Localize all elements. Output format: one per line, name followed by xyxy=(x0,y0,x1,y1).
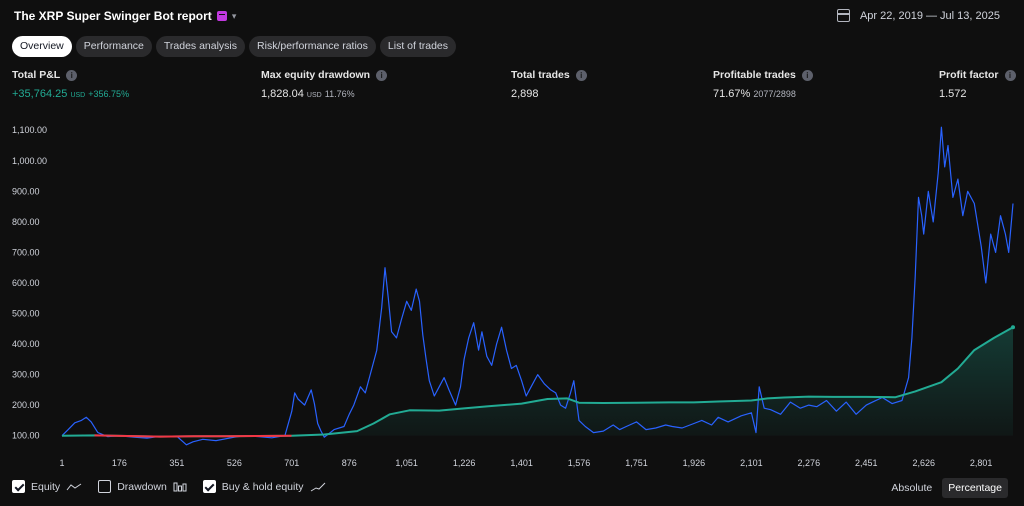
equity-line-icon xyxy=(66,483,82,490)
info-icon[interactable]: i xyxy=(376,69,388,81)
x-tick-label: 1,051 xyxy=(395,458,418,468)
x-tick-label: 1,576 xyxy=(568,458,591,468)
stat-label: Profitable trades xyxy=(713,69,796,81)
legend-buy-hold-label: Buy & hold equity xyxy=(221,480,304,493)
stat-profit-factor: Profit factor i 1.572 xyxy=(939,69,1016,100)
buy-hold-line-icon xyxy=(310,482,325,491)
report-tabs: Overview Performance Trades analysis Ris… xyxy=(12,36,457,57)
max-dd-unit: USD xyxy=(306,92,322,99)
x-tick-label: 2,276 xyxy=(798,458,821,468)
x-tick-label: 701 xyxy=(284,458,299,468)
date-range-text: Apr 22, 2019 — Jul 13, 2025 xyxy=(859,9,1000,22)
x-tick-label: 1,926 xyxy=(683,458,706,468)
x-tick-label: 1,401 xyxy=(510,458,533,468)
tab-list-of-trades[interactable]: List of trades xyxy=(379,36,457,57)
stat-total-pl: Total P&L i +35,764.25 USD +356.75% xyxy=(12,69,129,100)
equity-area-fill xyxy=(62,327,1013,437)
y-tick-label: 200.00 xyxy=(12,400,40,410)
info-icon[interactable]: i xyxy=(1004,69,1016,81)
drawdown-checkbox[interactable] xyxy=(98,480,112,493)
calendar-icon[interactable] xyxy=(836,9,850,22)
equity-loss-segment xyxy=(94,434,292,438)
equity-end-point xyxy=(1011,325,1015,330)
profitable-ratio: 2077/2898 xyxy=(753,89,796,99)
x-tick-label: 526 xyxy=(227,458,242,468)
x-tick-label: 176 xyxy=(112,458,127,468)
max-dd-percent: 11.76% xyxy=(324,89,355,99)
y-tick-label: 900.00 xyxy=(12,186,40,196)
max-dd-value: 1,828.04 xyxy=(261,88,304,100)
stat-max-drawdown: Max equity drawdown i 1,828.04 USD 11.76% xyxy=(261,69,388,100)
x-tick-label: 1,226 xyxy=(453,458,476,468)
buy-hold-equity-line xyxy=(61,126,1014,446)
y-tick-label: 800.00 xyxy=(12,217,40,227)
legend-drawdown-label: Drawdown xyxy=(117,480,167,493)
y-tick-label: 600.00 xyxy=(12,278,40,288)
scale-mode-toggle: Absolute Percentage xyxy=(885,478,1008,498)
x-tick-label: 1 xyxy=(59,458,64,468)
buy-hold-checkbox[interactable] xyxy=(202,480,216,493)
y-tick-label: 1,000.00 xyxy=(12,156,47,166)
drawdown-bars-icon xyxy=(173,482,187,491)
report-title[interactable]: The XRP Super Swinger Bot report ▾ xyxy=(14,9,236,23)
report-title-text: The XRP Super Swinger Bot report xyxy=(14,9,212,23)
tab-overview[interactable]: Overview xyxy=(12,36,72,57)
profitable-value: 71.67% xyxy=(713,88,751,100)
total-pl-percent: +356.75% xyxy=(88,89,130,99)
x-tick-label: 876 xyxy=(342,458,357,468)
total-pl-unit: USD xyxy=(70,92,86,99)
date-range-picker[interactable]: Apr 22, 2019 — Jul 13, 2025 xyxy=(836,9,1000,22)
total-trades-value: 2,898 xyxy=(511,88,539,100)
total-pl-value: +35,764.25 xyxy=(12,88,68,100)
legend-drawdown[interactable]: Drawdown xyxy=(98,480,187,493)
profit-factor-value: 1.572 xyxy=(939,88,967,100)
x-tick-label: 351 xyxy=(169,458,184,468)
tab-performance[interactable]: Performance xyxy=(75,36,152,57)
percentage-button[interactable]: Percentage xyxy=(942,478,1008,498)
info-icon[interactable]: i xyxy=(575,69,587,81)
stat-label: Max equity drawdown xyxy=(261,69,371,81)
x-tick-label: 1,751 xyxy=(625,458,648,468)
y-tick-label: 300.00 xyxy=(12,370,40,380)
tab-risk-performance-ratios[interactable]: Risk/performance ratios xyxy=(249,36,376,57)
equity-chart-svg[interactable]: 1,100.00 1,000.00 900.00 800.00 700.00 600.00… xyxy=(0,118,1024,470)
x-tick-label: 2,101 xyxy=(740,458,763,468)
x-tick-label: 2,626 xyxy=(912,458,935,468)
x-tick-label: 2,451 xyxy=(855,458,878,468)
stat-label: Total P&L xyxy=(12,69,61,81)
report-header: The XRP Super Swinger Bot report ▾ Apr 2… xyxy=(0,0,1024,34)
absolute-button[interactable]: Absolute xyxy=(891,482,933,494)
stat-label: Total trades xyxy=(511,69,570,81)
legend-equity[interactable]: Equity xyxy=(12,480,82,493)
equity-chart[interactable]: 1,100.00 1,000.00 900.00 800.00 700.00 600.00… xyxy=(0,118,1024,470)
x-tick-label: 2,801 xyxy=(970,458,993,468)
legend-buy-hold[interactable]: Buy & hold equity xyxy=(202,480,326,493)
tab-trades-analysis[interactable]: Trades analysis xyxy=(155,36,246,57)
chevron-down-icon[interactable]: ▾ xyxy=(231,10,237,21)
y-tick-label: 500.00 xyxy=(12,308,40,318)
info-icon[interactable]: i xyxy=(801,69,813,81)
equity-checkbox[interactable] xyxy=(12,480,25,493)
y-tick-label: 400.00 xyxy=(12,339,40,349)
stat-label: Profit factor xyxy=(939,69,999,81)
chart-legend: Equity Drawdown Buy & hold equity xyxy=(12,480,326,493)
legend-equity-label: Equity xyxy=(31,480,61,493)
info-icon[interactable]: i xyxy=(66,69,78,81)
stat-total-trades: Total trades i 2,898 xyxy=(511,69,587,100)
y-tick-label: 700.00 xyxy=(12,247,40,257)
strategy-badge-icon xyxy=(216,11,227,21)
y-tick-label: 100.00 xyxy=(12,431,40,441)
y-tick-label: 1,100.00 xyxy=(12,125,47,135)
stat-profitable-trades: Profitable trades i 71.67% 2077/2898 xyxy=(713,69,813,100)
